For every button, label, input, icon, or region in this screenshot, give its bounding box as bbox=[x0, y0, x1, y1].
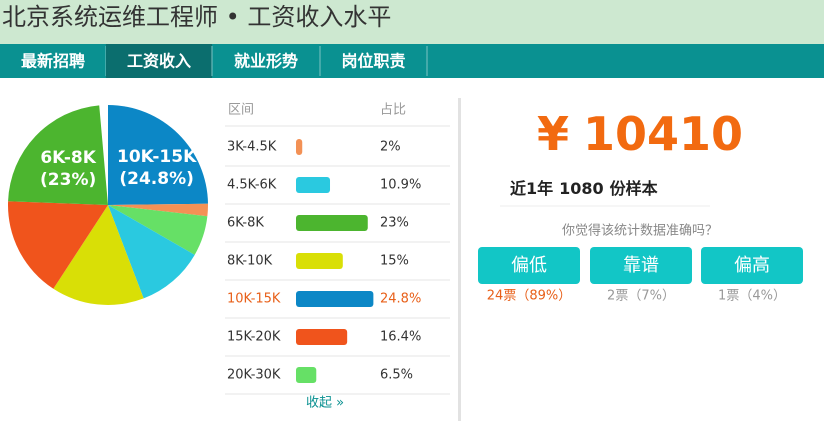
nav-tab[interactable]: 最新招聘 bbox=[21, 52, 85, 71]
vote-button[interactable] bbox=[590, 247, 692, 284]
share-label: 15% bbox=[380, 254, 409, 269]
range-label: 15K-20K bbox=[227, 330, 281, 345]
vote-count: 24票（89%） bbox=[487, 289, 571, 304]
share-bar bbox=[296, 253, 343, 269]
share-bar bbox=[296, 139, 303, 155]
range-label: 10K-15K bbox=[227, 292, 281, 307]
pie-slice bbox=[108, 205, 208, 255]
range-label: 8K-10K bbox=[227, 254, 273, 269]
share-bar bbox=[296, 177, 331, 193]
table-header: 占比 bbox=[380, 103, 406, 118]
nav-tab-active bbox=[106, 44, 212, 78]
share-bar bbox=[296, 215, 368, 231]
pie-slice bbox=[108, 203, 208, 217]
share-label: 23% bbox=[380, 216, 409, 231]
average-salary: ¥10410 bbox=[537, 107, 743, 161]
share-label: 6.5% bbox=[380, 368, 413, 383]
pie-slice bbox=[8, 105, 108, 205]
pie-slice bbox=[53, 205, 144, 305]
pie-label: (24.8%) bbox=[119, 169, 194, 189]
pie-label: 10K-15K bbox=[117, 147, 197, 167]
page-title: 北京系统运维工程师 • 工资收入水平 bbox=[2, 3, 391, 31]
share-label: 10.9% bbox=[380, 178, 421, 193]
sample-size: 近1年 1080 份样本 bbox=[510, 179, 658, 198]
vote-count: 2票（7%） bbox=[607, 289, 675, 304]
share-label: 24.8% bbox=[380, 292, 421, 307]
range-label: 6K-8K bbox=[227, 216, 264, 231]
sample-prefix: 近1年 bbox=[510, 179, 553, 198]
collapse-link[interactable]: 收起 » bbox=[306, 396, 344, 411]
share-bar bbox=[296, 367, 317, 383]
nav-tab[interactable]: 岗位职责 bbox=[341, 52, 405, 71]
share-bar bbox=[296, 329, 348, 345]
vote-count: 1票（4%） bbox=[718, 289, 786, 304]
range-label: 20K-30K bbox=[227, 368, 281, 383]
currency: ¥ bbox=[537, 107, 569, 161]
vote-button[interactable] bbox=[478, 247, 580, 284]
range-label: 3K-4.5K bbox=[227, 140, 277, 155]
vote-button[interactable] bbox=[701, 247, 803, 284]
sample-count: 1080 bbox=[559, 179, 604, 198]
share-label: 2% bbox=[380, 140, 401, 155]
share-label: 16.4% bbox=[380, 330, 421, 345]
header-bg bbox=[0, 0, 824, 44]
nav-tab[interactable]: 就业形势 bbox=[234, 52, 298, 71]
table-header: 区间 bbox=[228, 103, 254, 118]
pie-label: (23%) bbox=[40, 170, 96, 190]
vote-button-label[interactable]: 靠谱 bbox=[623, 255, 659, 276]
vote-button-label[interactable]: 偏低 bbox=[511, 255, 547, 276]
amount: 10410 bbox=[583, 107, 743, 161]
divider bbox=[458, 98, 461, 421]
pie-slice bbox=[108, 205, 195, 299]
pie-slice bbox=[108, 105, 208, 205]
sample-suffix: 份样本 bbox=[610, 179, 658, 198]
accuracy-question: 你觉得该统计数据准确吗？ bbox=[562, 223, 718, 239]
range-label: 4.5K-6K bbox=[227, 178, 277, 193]
pie-slice bbox=[7, 201, 108, 289]
share-bar bbox=[296, 291, 374, 307]
nav-tab[interactable]: 工资收入 bbox=[127, 52, 191, 71]
vote-button-label[interactable]: 偏高 bbox=[734, 255, 770, 276]
pie-label: 6K-8K bbox=[40, 148, 96, 168]
